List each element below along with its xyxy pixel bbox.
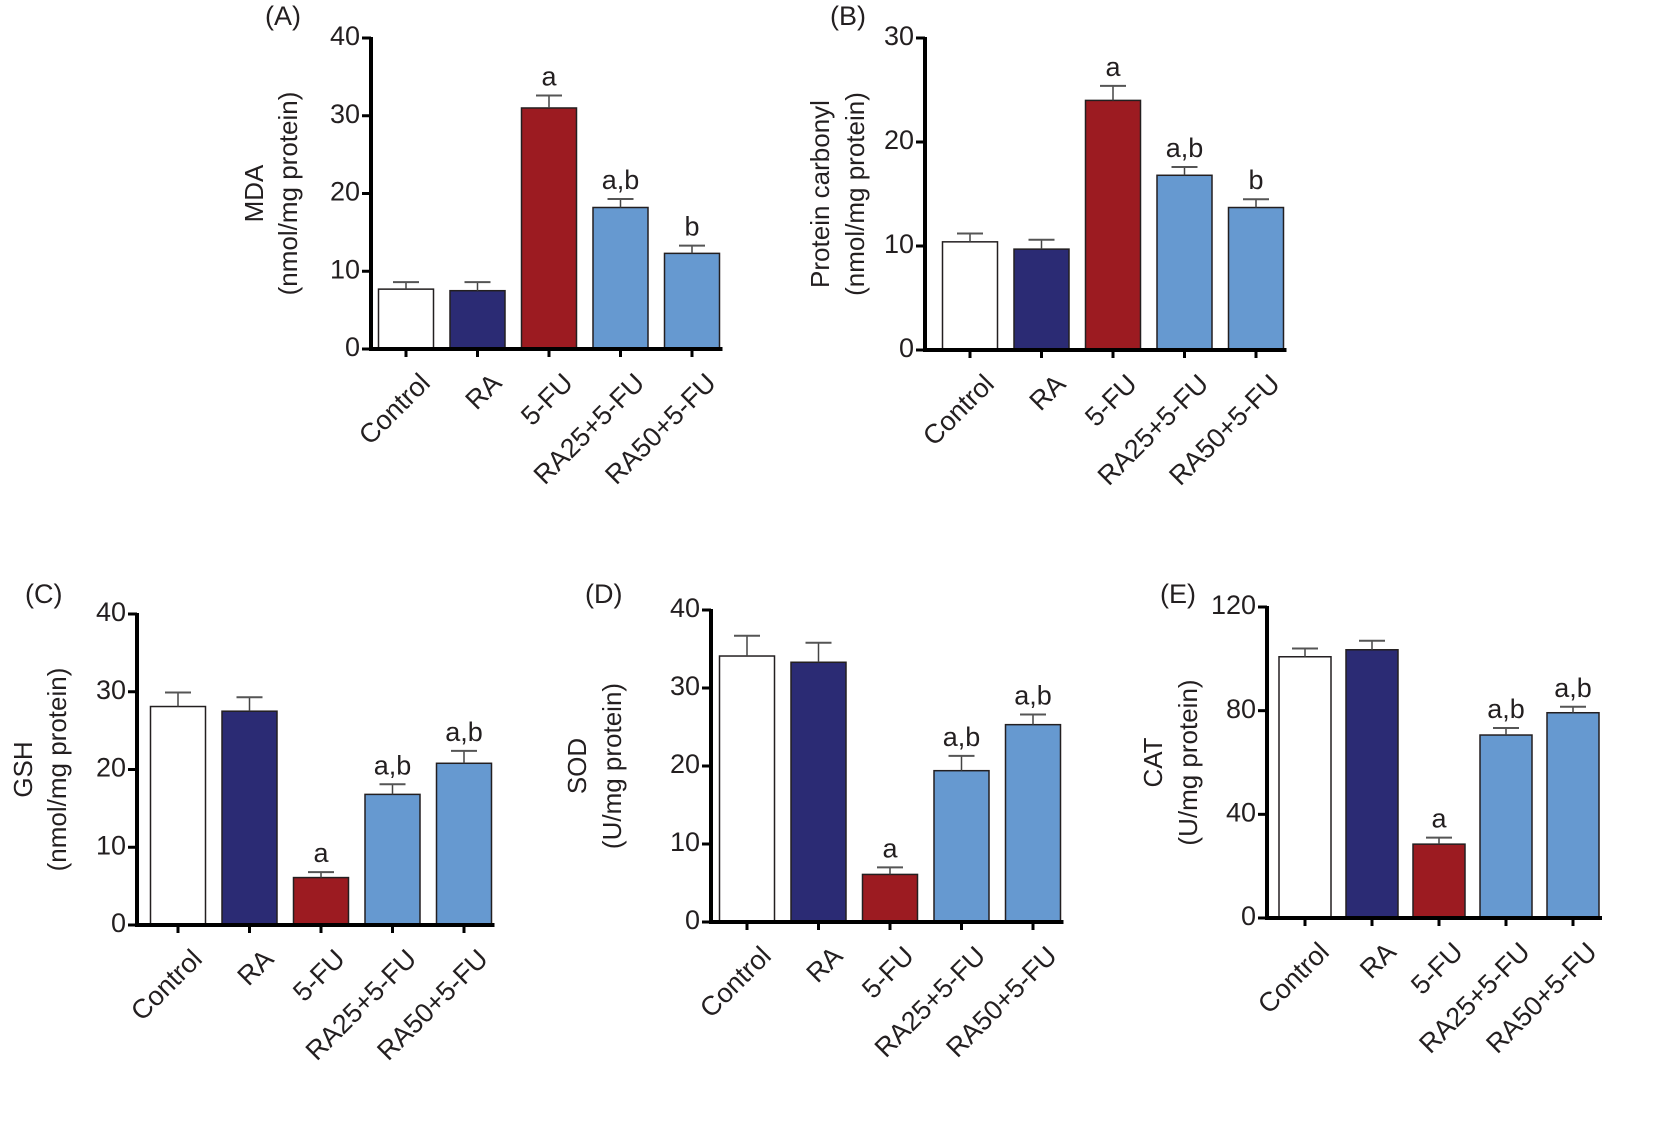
- bar-ra50-5-fu: [1546, 711, 1600, 919]
- bar-control: [718, 655, 776, 923]
- bar-control: [149, 705, 207, 926]
- bar-5-fu: [861, 873, 919, 923]
- significance-label: b: [684, 212, 699, 242]
- y-tick-label: 10: [884, 229, 914, 259]
- y-axis-title: GSH: [8, 741, 38, 797]
- y-axis-title: MDA: [239, 164, 269, 222]
- bar-ra25-5-fu: [933, 769, 990, 923]
- category-label: Control: [1252, 937, 1335, 1020]
- y-axis-title: (nmol/mg protein): [42, 668, 72, 872]
- category-label: Control: [353, 368, 436, 451]
- significance-label: a: [882, 833, 898, 863]
- y-axis-title: Protein carbonyl: [805, 100, 835, 288]
- bar-ra25-5-fu: [1479, 734, 1533, 919]
- bar-control: [1278, 656, 1332, 919]
- y-axis-title: (nmol/mg protein): [840, 92, 870, 296]
- y-axis-title: CAT: [1138, 737, 1168, 787]
- significance-label: a,b: [1554, 673, 1592, 703]
- bar-ra: [790, 661, 847, 923]
- bar-ra25-5-fu: [1156, 174, 1213, 351]
- significance-label: a: [1431, 804, 1447, 834]
- y-tick-label: 40: [670, 593, 700, 623]
- y-axis-title: (nmol/mg protein): [273, 92, 303, 296]
- significance-label: a,b: [1166, 133, 1204, 163]
- panel-label: (D): [585, 579, 622, 609]
- bar-ra25-5-fu: [364, 793, 421, 926]
- bar-5-fu: [1084, 99, 1142, 351]
- bar-5-fu: [1412, 843, 1466, 919]
- bar-ra50-5-fu: [663, 252, 721, 350]
- category-label: RA: [460, 368, 508, 416]
- y-tick-label: 20: [96, 753, 126, 783]
- y-axis-title: SOD: [562, 738, 592, 794]
- bar-control: [941, 241, 999, 351]
- y-tick-label: 10: [670, 827, 700, 857]
- bar-ra50-5-fu: [435, 762, 493, 926]
- y-tick-label: 0: [899, 333, 914, 363]
- significance-label: b: [1248, 165, 1263, 195]
- category-label: 5-FU: [515, 368, 579, 432]
- y-tick-label: 20: [330, 177, 360, 207]
- category-label: Control: [917, 369, 1000, 452]
- y-tick-label: 40: [1226, 797, 1256, 827]
- y-tick-label: 20: [670, 749, 700, 779]
- y-tick-label: 30: [884, 21, 914, 51]
- significance-label: a: [541, 62, 557, 92]
- bar-5-fu: [520, 107, 578, 350]
- y-axis-title: (U/mg protein): [597, 683, 627, 849]
- bar-5-fu: [292, 876, 350, 926]
- category-label: Control: [125, 944, 208, 1027]
- y-tick-label: 30: [330, 99, 360, 129]
- significance-label: a,b: [1014, 681, 1052, 711]
- bar-ra: [221, 710, 278, 926]
- category-label: Control: [694, 941, 777, 1024]
- significance-label: a,b: [1487, 694, 1525, 724]
- category-label: RA: [1024, 369, 1072, 417]
- significance-label: a,b: [943, 722, 981, 752]
- y-tick-label: 80: [1226, 694, 1256, 724]
- significance-label: a,b: [374, 750, 412, 780]
- y-tick-label: 0: [345, 332, 360, 362]
- panel-label: (B): [830, 1, 866, 31]
- y-tick-label: 0: [111, 908, 126, 938]
- y-tick-label: 120: [1211, 590, 1256, 620]
- y-tick-label: 0: [1241, 901, 1256, 931]
- panel-label: (E): [1160, 579, 1196, 609]
- category-label: RA: [232, 944, 280, 992]
- bar-ra25-5-fu: [592, 206, 649, 350]
- y-tick-label: 30: [96, 675, 126, 705]
- category-label: 5-FU: [856, 941, 920, 1005]
- y-tick-label: 30: [670, 671, 700, 701]
- y-tick-label: 10: [96, 830, 126, 860]
- bar-ra: [1013, 248, 1070, 351]
- significance-label: a,b: [445, 717, 483, 747]
- significance-label: a: [313, 838, 329, 868]
- y-tick-label: 10: [330, 254, 360, 284]
- significance-label: a: [1105, 52, 1121, 82]
- category-label: RA: [801, 941, 849, 989]
- y-axis-title: (U/mg protein): [1173, 679, 1203, 845]
- bar-ra: [1345, 649, 1399, 919]
- panel-label: (A): [265, 1, 301, 31]
- bar-ra50-5-fu: [1004, 723, 1062, 923]
- y-tick-label: 40: [330, 21, 360, 51]
- category-label: 5-FU: [1079, 369, 1143, 433]
- category-label: 5-FU: [287, 944, 351, 1008]
- y-tick-label: 20: [884, 125, 914, 155]
- y-tick-label: 40: [96, 597, 126, 627]
- bar-control: [377, 288, 435, 350]
- bar-ra: [449, 289, 506, 350]
- significance-label: a,b: [602, 165, 640, 195]
- bar-ra50-5-fu: [1227, 206, 1285, 351]
- panel-label: (C): [25, 579, 62, 609]
- category-label: RA: [1354, 937, 1402, 985]
- y-tick-label: 0: [685, 905, 700, 935]
